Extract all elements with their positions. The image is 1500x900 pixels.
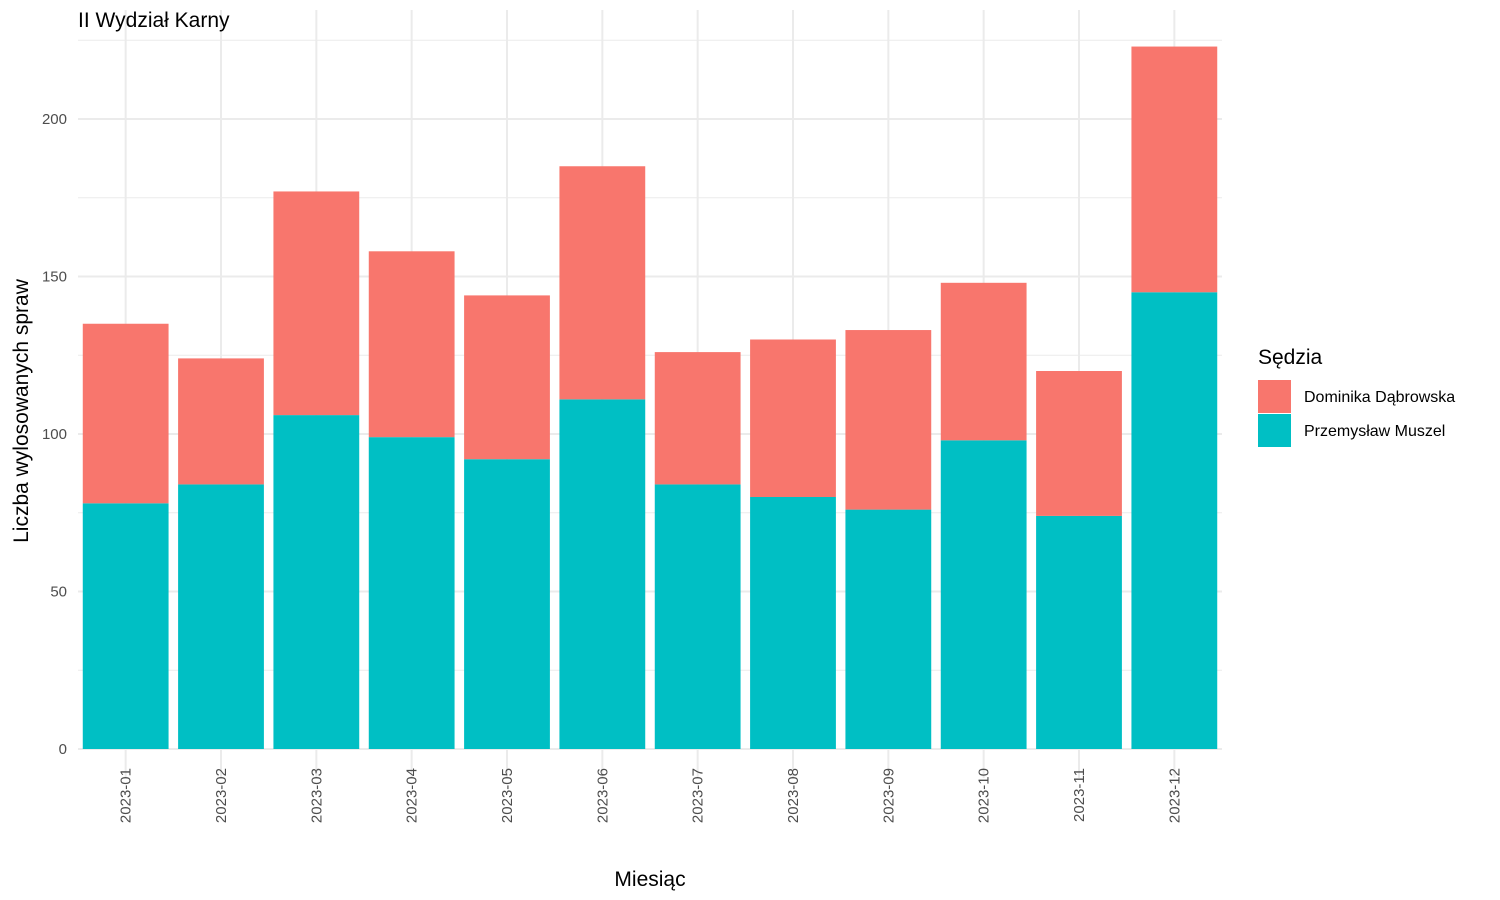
x-tick-label: 2023-04 xyxy=(404,768,421,823)
bar-segment xyxy=(82,503,169,749)
bar-segment xyxy=(750,339,836,497)
bar-segment xyxy=(1131,292,1218,749)
bar-segment xyxy=(845,330,932,510)
x-tick-label: 2023-12 xyxy=(1166,768,1183,823)
bar-segment xyxy=(464,459,550,749)
x-tick-label: 2023-06 xyxy=(594,768,611,823)
bar-segment xyxy=(178,484,264,749)
x-tick-label: 2023-08 xyxy=(785,768,802,823)
x-tick-label: 2023-02 xyxy=(213,768,230,823)
bar-segment xyxy=(82,323,169,504)
x-tick-label: 2023-09 xyxy=(880,768,897,823)
bar-segment xyxy=(559,399,646,749)
bar-segment xyxy=(845,509,932,749)
y-tick-label: 100 xyxy=(42,426,67,443)
x-tick-label: 2023-07 xyxy=(690,768,707,823)
bar-segment xyxy=(273,191,360,416)
bar-segment xyxy=(1131,46,1218,293)
legend-swatch xyxy=(1258,414,1291,447)
bar-segment xyxy=(750,497,836,749)
legend: Sędzia Dominika Dąbrowska Przemysław Musz… xyxy=(1258,346,1455,447)
x-axis-title: Miesiąc xyxy=(614,868,685,891)
y-tick-label: 50 xyxy=(50,584,67,601)
bar-segment xyxy=(940,282,1027,441)
bar-segment xyxy=(559,166,646,400)
bar-segment xyxy=(1036,515,1122,749)
bar-segment xyxy=(1036,371,1122,516)
bar-segment xyxy=(654,352,741,485)
chart-title: II Wydział Karny xyxy=(78,9,230,32)
legend-label: Przemysław Muszel xyxy=(1304,423,1445,440)
legend-swatch xyxy=(1258,380,1291,413)
bar-segment xyxy=(368,437,455,749)
bars-group xyxy=(82,46,1218,749)
x-axis-ticks: 2023-01 2023-02 2023-03 2023-04 2023-05 2023-… xyxy=(118,768,1184,823)
bar-segment xyxy=(464,295,550,460)
bar-segment xyxy=(654,484,741,749)
legend-title: Sędzia xyxy=(1258,346,1323,369)
bar-segment xyxy=(178,358,264,485)
x-tick-label: 2023-11 xyxy=(1071,768,1088,822)
x-tick-label: 2023-03 xyxy=(308,768,325,823)
x-tick-label: 2023-05 xyxy=(499,768,516,823)
y-axis-ticks: 0 50 100 150 200 xyxy=(42,111,67,758)
bar-segment xyxy=(368,251,455,438)
legend-label: Dominika Dąbrowska xyxy=(1304,389,1455,406)
y-axis-title: Liczba wylosowanych spraw xyxy=(10,278,33,543)
x-tick-label: 2023-10 xyxy=(976,768,993,823)
y-tick-label: 0 xyxy=(59,741,67,758)
x-tick-label: 2023-01 xyxy=(118,768,135,823)
y-tick-label: 200 xyxy=(42,111,67,128)
bar-segment xyxy=(273,415,360,749)
y-tick-label: 150 xyxy=(42,269,67,286)
bar-segment xyxy=(940,440,1027,749)
